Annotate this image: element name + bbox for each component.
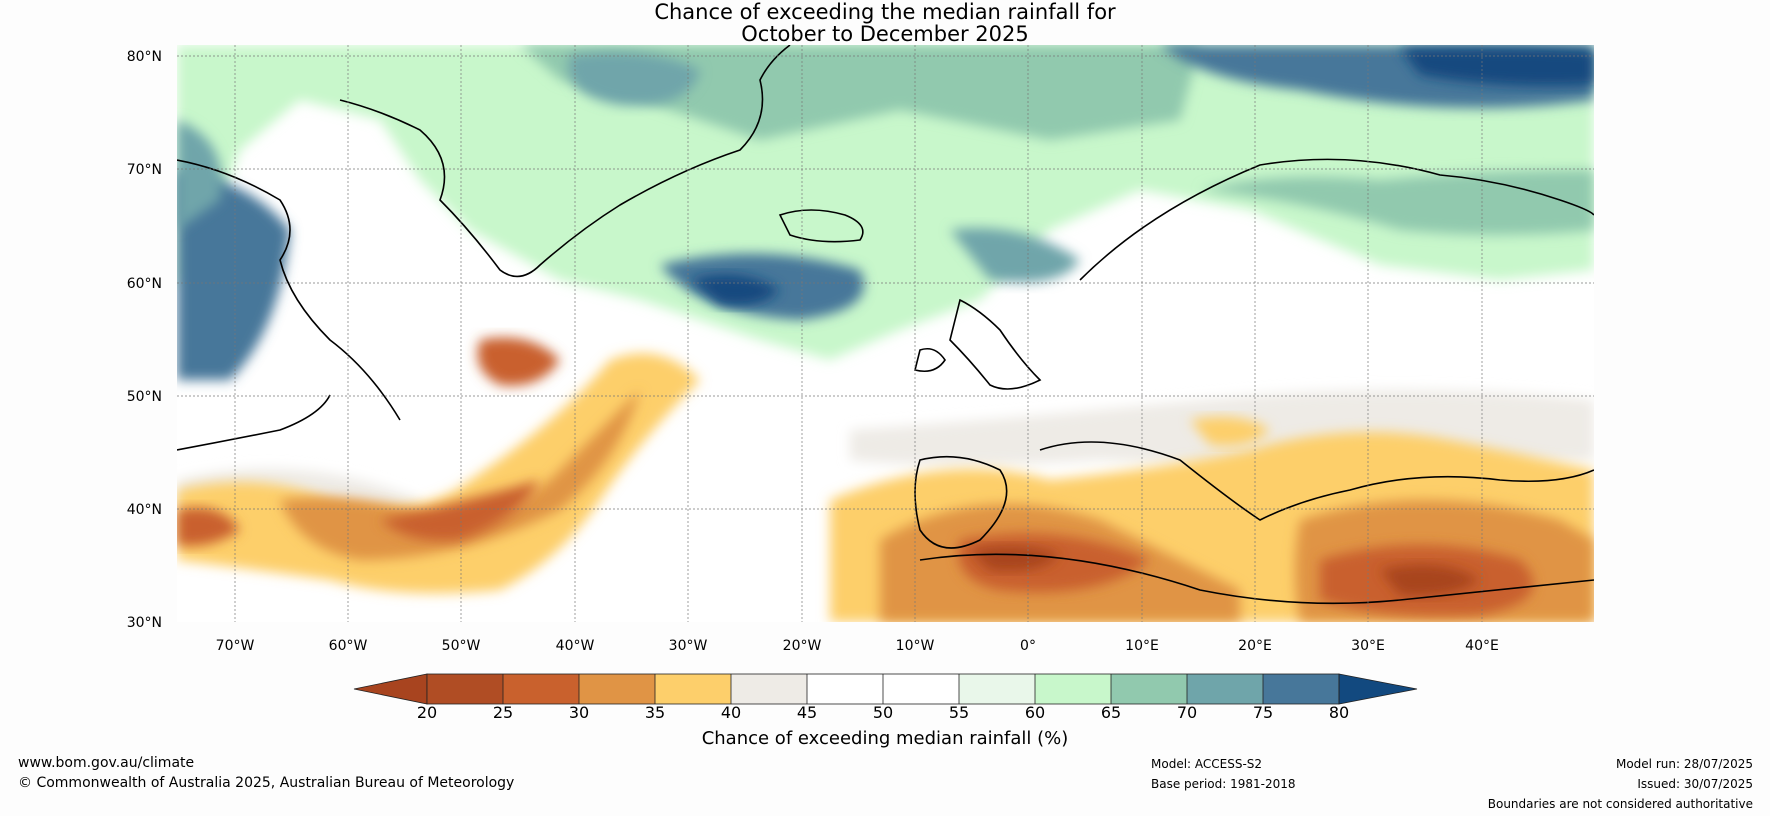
- lat-label: 40°N: [127, 502, 162, 518]
- dry-core-east-3: [1380, 564, 1480, 596]
- wet-band-north: [177, 45, 1594, 360]
- colorbar-segment: [731, 674, 807, 704]
- dry-core-atlantic-3: [477, 337, 560, 386]
- model-name: Model: ACCESS-S2: [1151, 757, 1263, 771]
- coastline-newfoundland: [177, 394, 331, 451]
- lon-label: 30°W: [669, 638, 708, 654]
- colorbar-segment: [959, 674, 1035, 704]
- coastline-iberia: [914, 455, 1008, 549]
- colorbar-tick-labels: 20 25 30 35 40 45 50 55 60 65 70 75 80: [417, 703, 1349, 722]
- website-link[interactable]: www.bom.gov.au/climate: [18, 755, 195, 771]
- colorbar-tick: 60: [1025, 703, 1045, 722]
- dry-core-atlantic-4: [177, 507, 240, 546]
- wet-zone-scandinavia: [1200, 170, 1594, 235]
- colorbar-tick: 70: [1177, 703, 1197, 722]
- colorbar-segment: [503, 674, 579, 704]
- lon-label: 0°: [1020, 638, 1036, 654]
- colorbar-tick: 65: [1101, 703, 1121, 722]
- model-run-date: Model run: 28/07/2025: [1615, 757, 1753, 771]
- lon-label: 40°W: [556, 638, 595, 654]
- lon-label: 30°E: [1351, 638, 1385, 654]
- lat-label: 30°N: [127, 615, 162, 631]
- coastline-scandinavia: [1079, 158, 1594, 281]
- colorbar-right-extension: [1338, 673, 1418, 705]
- colorbar: 20 25 30 35 40 45 50 55 60 65 70 75 80 C…: [353, 673, 1418, 749]
- coastline-europe-south: [1039, 441, 1594, 521]
- colorbar-tick: 45: [797, 703, 817, 722]
- boundaries-disclaimer: Boundaries are not considered authoritat…: [1487, 797, 1753, 811]
- colorbar-segment: [427, 674, 503, 704]
- map-title-line-1: Chance of exceeding the median rainfall …: [654, 0, 1116, 24]
- colorbar-dividers: [502, 674, 1264, 704]
- coastlines: [177, 45, 1594, 605]
- colorbar-segment: [1111, 674, 1187, 704]
- wet-core-norway: [950, 228, 1080, 283]
- latitude-labels: 80°N 70°N 60°N 50°N 40°N 30°N: [127, 49, 162, 631]
- lat-label: 70°N: [127, 162, 162, 178]
- copyright-notice: © Commonwealth of Australia 2025, Austra…: [18, 775, 515, 791]
- lon-label: 10°E: [1125, 638, 1159, 654]
- lon-label: 60°W: [329, 638, 368, 654]
- probability-shading: [177, 45, 1594, 622]
- colorbar-segment: [1263, 674, 1339, 704]
- lon-label: 70°W: [216, 638, 255, 654]
- lon-label: 40°E: [1465, 638, 1499, 654]
- colorbar-segment: [655, 674, 731, 704]
- lon-label: 10°W: [896, 638, 935, 654]
- colorbar-segment: [883, 674, 959, 704]
- colorbar-segment: [579, 674, 655, 704]
- colorbar-left-extension: [353, 673, 428, 705]
- longitude-labels: 70°W 60°W 50°W 40°W 30°W 20°W 10°W 0° 10…: [216, 638, 1499, 654]
- colorbar-tick: 75: [1253, 703, 1273, 722]
- lon-label: 50°W: [442, 638, 481, 654]
- colorbar-segment: [807, 674, 883, 704]
- coastline-iceland: [778, 209, 864, 243]
- lon-label: 20°W: [783, 638, 822, 654]
- dry-core-atlantic-2: [380, 480, 540, 541]
- colorbar-tick: 35: [645, 703, 665, 722]
- wet-core-1: [568, 52, 700, 106]
- colorbar-tick: 80: [1329, 703, 1349, 722]
- wet-core-baffin: [177, 120, 222, 230]
- dry-patch-balkans: [1190, 416, 1270, 446]
- map-title-line-2: October to December 2025: [741, 22, 1029, 46]
- dry-core-mediterranean-3: [970, 546, 1060, 571]
- colorbar-tick: 55: [949, 703, 969, 722]
- wet-core-5: [690, 274, 780, 306]
- colorbar-segment: [1187, 674, 1263, 704]
- colorbar-tick: 25: [493, 703, 513, 722]
- colorbar-label: Chance of exceeding median rainfall (%): [702, 728, 1069, 749]
- wet-core-3: [1400, 46, 1594, 87]
- coastline-ireland: [914, 347, 946, 373]
- lat-label: 60°N: [127, 276, 162, 292]
- colorbar-tick: 40: [721, 703, 741, 722]
- lat-label: 50°N: [127, 389, 162, 405]
- base-period: Base period: 1981-2018: [1151, 777, 1296, 791]
- coastline-north-africa: [919, 553, 1594, 605]
- colorbar-tick: 50: [873, 703, 893, 722]
- colorbar-segment: [1035, 674, 1111, 704]
- coastline-britain: [949, 298, 1042, 390]
- coastline-labrador: [177, 159, 401, 421]
- dry-core-atlantic-1: [280, 390, 640, 560]
- graticule: [177, 45, 1594, 622]
- lat-label: 80°N: [127, 49, 162, 65]
- colorbar-tick: 30: [569, 703, 589, 722]
- coastline-greenland: [339, 45, 791, 278]
- map-area: [177, 45, 1594, 622]
- issued-date: Issued: 30/07/2025: [1637, 777, 1753, 791]
- colorbar-tick: 20: [417, 703, 437, 722]
- wet-core-labrador: [177, 170, 290, 380]
- lon-label: 20°E: [1238, 638, 1272, 654]
